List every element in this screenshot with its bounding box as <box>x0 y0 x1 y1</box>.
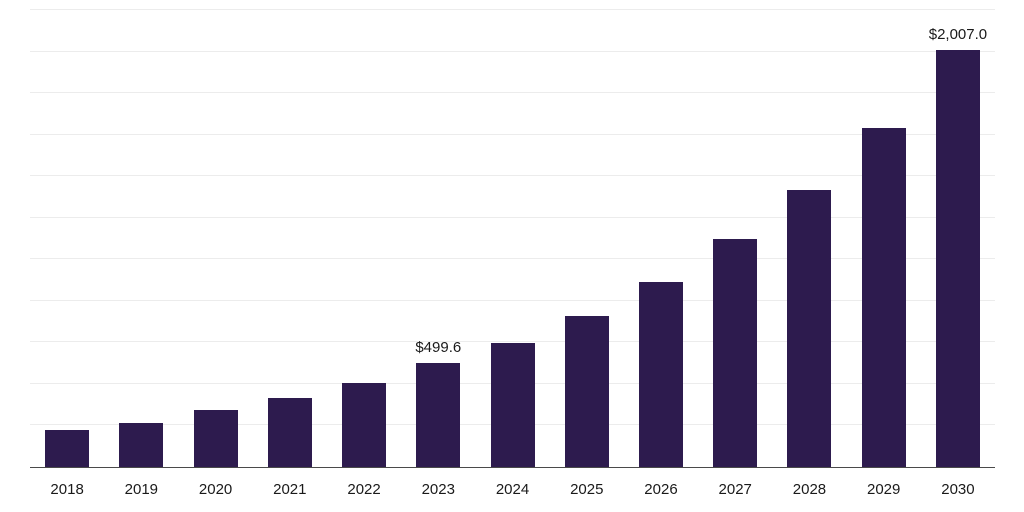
bar-column-2019 <box>104 10 178 467</box>
x-tick-2026: 2026 <box>644 481 678 498</box>
bar-2018 <box>45 430 90 467</box>
x-tick-2020: 2020 <box>198 481 233 498</box>
bar-column-2028 <box>772 10 846 467</box>
bar-2029 <box>861 127 906 467</box>
x-axis: 2018 2019 2020 2021 2022 2023 2024 2025 2026 2027… <box>30 468 995 512</box>
bar-column-2018 <box>30 10 104 467</box>
bar-2025 <box>564 316 609 467</box>
bar-column-2021 <box>253 10 327 467</box>
bar-column-2029 <box>847 10 921 467</box>
bar-2019 <box>119 423 164 467</box>
x-tick-2019: 2019 <box>124 481 159 498</box>
x-tick-2029: 2029 <box>867 481 901 498</box>
gridline <box>30 175 995 177</box>
bar-series: $499.6 $2,007.0 <box>30 10 995 467</box>
gridline <box>30 133 995 135</box>
bar-column-2027 <box>698 10 772 467</box>
bar-column-2023: $499.6 <box>401 10 475 467</box>
gridline <box>30 92 995 94</box>
bar-2022 <box>342 383 387 467</box>
bar-column-2030: $2,007.0 <box>921 10 995 467</box>
data-label-2023: $499.6 <box>415 339 462 357</box>
x-tick-2018: 2018 <box>50 481 84 498</box>
bar-2028 <box>787 190 832 467</box>
bar-2021 <box>267 398 312 467</box>
bar-column-2026 <box>624 10 698 467</box>
gridline <box>30 258 995 260</box>
x-tick-2030: 2030 <box>941 481 975 498</box>
bar-column-2022 <box>327 10 401 467</box>
x-tick-2023: 2023 <box>421 481 455 498</box>
bar-2026 <box>638 282 683 467</box>
bar-2027 <box>713 238 758 467</box>
plot-area: $499.6 $2,007.0 <box>30 9 995 468</box>
bar-2020 <box>193 410 238 467</box>
data-label-2030: $2,007.0 <box>928 26 988 44</box>
gridline <box>30 50 995 52</box>
gridline <box>30 341 995 343</box>
x-tick-2028: 2028 <box>792 481 827 498</box>
bar-column-2020 <box>178 10 252 467</box>
bar-2030 <box>935 50 980 467</box>
x-tick-2024: 2024 <box>495 481 530 498</box>
bar-column-2025 <box>550 10 624 467</box>
x-tick-2022: 2022 <box>347 481 381 498</box>
bar-column-2024 <box>475 10 549 467</box>
x-tick-2025: 2025 <box>570 481 604 498</box>
bar-2024 <box>490 342 535 467</box>
gridline <box>30 216 995 218</box>
x-tick-2021: 2021 <box>273 481 307 498</box>
bar-2023 <box>416 363 461 467</box>
gridline <box>30 9 995 10</box>
x-tick-2027: 2027 <box>718 481 752 498</box>
gridline <box>30 299 995 301</box>
